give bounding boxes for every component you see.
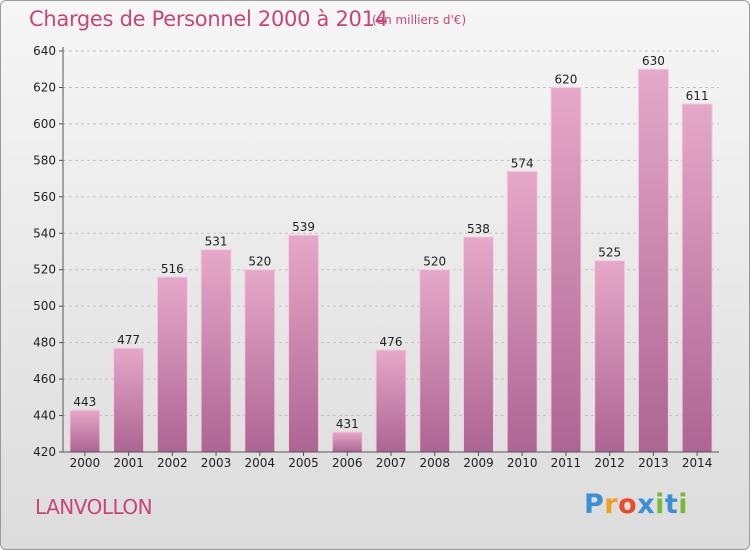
data-label: 443: [73, 395, 96, 409]
y-tick-label: 480: [33, 336, 56, 350]
data-label: 477: [117, 333, 140, 347]
logo-letter: o: [618, 489, 638, 520]
data-label: 620: [554, 72, 577, 86]
chart-subtitle: (en milliers d'€): [372, 13, 467, 27]
x-tick-label: 2014: [682, 456, 713, 470]
x-tick-label: 2005: [288, 456, 319, 470]
bar: [375, 349, 407, 453]
bar: [419, 269, 451, 453]
data-label: 574: [511, 156, 534, 170]
y-tick-label: 460: [33, 372, 56, 386]
bar: [462, 236, 494, 453]
logo-letter: x: [637, 489, 656, 520]
bar: [244, 269, 276, 453]
bar: [637, 68, 669, 453]
x-tick-label: 2006: [332, 456, 363, 470]
x-tick-label: 2012: [594, 456, 625, 470]
x-tick-label: 2013: [638, 456, 669, 470]
x-tick-label: 2008: [419, 456, 450, 470]
y-tick-label: 520: [33, 263, 56, 277]
logo-letter: t: [664, 489, 679, 520]
data-label: 516: [161, 262, 184, 276]
y-tick-label: 620: [33, 80, 56, 94]
bar: [200, 249, 232, 453]
bar: [288, 234, 320, 453]
proxiti-logo: Proxiti: [584, 489, 688, 520]
y-tick-label: 600: [33, 117, 56, 131]
data-label: 630: [642, 54, 665, 68]
y-tick-label: 540: [33, 226, 56, 240]
y-tick-label: 580: [33, 153, 56, 167]
data-label: 531: [205, 235, 228, 249]
bar: [331, 431, 363, 453]
x-tick-label: 2001: [113, 456, 144, 470]
axes: 420 440 460 480 500 520 540 560 580 600 620 640 2000…: [33, 44, 719, 470]
data-label: 431: [336, 417, 359, 431]
y-tick-label: 440: [33, 409, 56, 423]
bar: [681, 103, 713, 453]
x-tick-label: 2000: [70, 456, 101, 470]
bar: [506, 170, 538, 453]
bar: [69, 409, 101, 453]
data-label: 520: [248, 255, 271, 269]
place-name: LANVOLLON: [35, 495, 153, 519]
x-tick-label: 2010: [507, 456, 538, 470]
logo-letter: i: [678, 489, 689, 520]
chart-title: Charges de Personnel 2000 à 2014: [29, 7, 388, 31]
logo-letter: r: [604, 489, 619, 520]
bar: [594, 260, 626, 453]
bar: [156, 276, 188, 453]
data-label: 476: [380, 335, 403, 349]
x-tick-label: 2009: [463, 456, 494, 470]
data-label: 539: [292, 220, 315, 234]
y-tick-label: 560: [33, 190, 56, 204]
data-label: 520: [423, 255, 446, 269]
x-tick-label: 2002: [157, 456, 188, 470]
logo-letter: i: [655, 489, 665, 520]
x-tick-label: 2004: [245, 456, 276, 470]
logo-letter: P: [584, 489, 605, 520]
data-label: 525: [598, 246, 621, 260]
y-tick-label: 640: [33, 44, 56, 58]
bar: [113, 347, 145, 453]
data-label: 538: [467, 222, 490, 236]
y-tick-label: 500: [33, 299, 56, 313]
y-tick-label: 420: [33, 445, 56, 459]
bars: 443 477 516 531 520 539 431 476 520 538 574 620 525 6…: [69, 54, 713, 453]
bar: [550, 86, 582, 453]
x-tick-label: 2011: [551, 456, 582, 470]
x-tick-label: 2007: [376, 456, 407, 470]
data-label: 611: [686, 89, 709, 103]
x-tick-label: 2003: [201, 456, 232, 470]
